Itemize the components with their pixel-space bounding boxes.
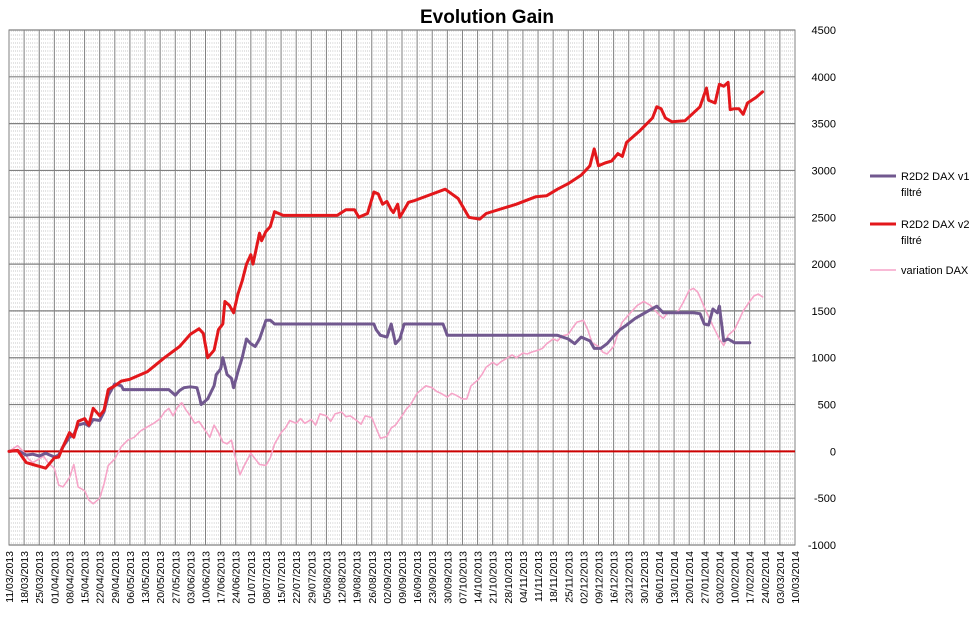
x-tick-label: 20/01/2014 [684, 551, 696, 604]
y-tick-label: 2500 [812, 212, 836, 224]
series-line-2 [7, 80, 765, 470]
x-tick-label: 26/08/2013 [367, 551, 379, 604]
series-line-3 [8, 287, 764, 505]
x-tick-label: 24/02/2014 [760, 551, 772, 604]
y-tick-label: 4000 [812, 72, 836, 84]
x-tick-label: 27/01/2014 [699, 551, 711, 604]
x-tick-label: 30/09/2013 [442, 551, 454, 604]
x-tick-label: 21/10/2013 [488, 551, 500, 604]
x-tick-label: 06/05/2013 [125, 551, 137, 604]
x-tick-label: 01/04/2013 [49, 551, 61, 604]
x-tick-label: 25/03/2013 [34, 551, 46, 604]
x-tick-label: 17/06/2013 [216, 551, 228, 604]
y-tick-label: 3000 [812, 165, 836, 177]
x-tick-label: 04/11/2013 [518, 551, 530, 603]
y-tick-label: 3500 [812, 119, 836, 131]
x-tick-label: 22/07/2013 [291, 551, 303, 604]
x-tick-label: 15/04/2013 [80, 551, 92, 604]
x-tick-label: 05/08/2013 [321, 551, 333, 604]
x-tick-label: 02/09/2013 [382, 551, 394, 604]
x-tick-label: 02/12/2013 [578, 551, 590, 604]
x-tick-label: 23/09/2013 [427, 551, 439, 604]
x-tick-label: 01/07/2013 [246, 551, 258, 604]
y-tick-label: 1000 [812, 353, 836, 365]
x-tick-label: 10/06/2013 [201, 551, 213, 604]
x-tick-label: 03/06/2013 [185, 551, 197, 604]
x-tick-label: 18/03/2013 [19, 551, 31, 604]
x-tick-label: 08/04/2013 [64, 551, 76, 604]
y-tick-label: 0 [830, 446, 836, 458]
x-tick-label: 14/10/2013 [473, 551, 485, 604]
x-tick-label: 03/03/2014 [775, 551, 787, 604]
x-tick-label: 23/12/2013 [624, 551, 636, 604]
legend: R2D2 DAX v1 filtré R2D2 DAX v2 filtré variat… [870, 171, 969, 277]
x-tick-label: 18/11/2013 [548, 551, 560, 603]
x-tick-label: 29/04/2013 [110, 551, 122, 604]
x-tick-label: 13/05/2013 [140, 551, 152, 604]
x-tick-label: 08/07/2013 [261, 551, 273, 604]
plot-area: 4500 4000 3500 3000 2500 2000 1500 1000 500 0 -500… [4, 25, 836, 604]
x-tick-label: 20/05/2013 [155, 551, 167, 604]
x-tick-label: 10/02/2014 [730, 551, 742, 604]
y-tick-label: 2000 [812, 259, 836, 271]
x-tick-label: 11/11/2013 [533, 551, 545, 602]
y-tick-label: 1500 [812, 306, 836, 318]
series-line-1 [7, 304, 752, 459]
x-tick-label: 06/01/2014 [654, 551, 666, 604]
x-tick-label: 27/05/2013 [170, 551, 182, 604]
x-tick-label: 16/09/2013 [412, 551, 424, 604]
x-tick-label: 22/04/2013 [95, 551, 107, 604]
x-tick-label: 10/03/2014 [790, 551, 802, 604]
legend-label: R2D2 DAX v1 filtré [901, 171, 969, 199]
chart-title: Evolution Gain [420, 7, 554, 28]
x-tick-label: 30/12/2013 [639, 551, 651, 604]
legend-label: R2D2 DAX v2 filtré [901, 219, 969, 247]
legend-label: variation DAX [901, 265, 969, 277]
y-tick-label: 500 [818, 400, 836, 412]
x-tick-label: 07/10/2013 [457, 551, 469, 604]
x-tick-label: 11/03/2013 [4, 551, 16, 603]
x-tick-label: 09/09/2013 [397, 551, 409, 604]
x-tick-label: 19/08/2013 [352, 551, 364, 604]
x-tick-label: 28/10/2013 [503, 551, 515, 604]
x-tick-label: 09/12/2013 [594, 551, 606, 604]
x-tick-label: 13/01/2014 [669, 551, 681, 604]
x-tick-label: 15/07/2013 [276, 551, 288, 604]
x-tick-label: 24/06/2013 [231, 551, 243, 604]
y-tick-label: -500 [814, 493, 836, 505]
y-tick-label: 4500 [812, 25, 836, 37]
x-tick-label: 12/08/2013 [337, 551, 349, 604]
x-tick-label: 16/12/2013 [609, 551, 621, 604]
x-tick-label: 03/02/2014 [714, 551, 726, 604]
x-tick-label: 17/02/2014 [745, 551, 757, 604]
x-tick-label: 29/07/2013 [306, 551, 318, 604]
x-tick-label: 25/11/2013 [563, 551, 575, 603]
y-tick-label: -1000 [808, 540, 836, 552]
